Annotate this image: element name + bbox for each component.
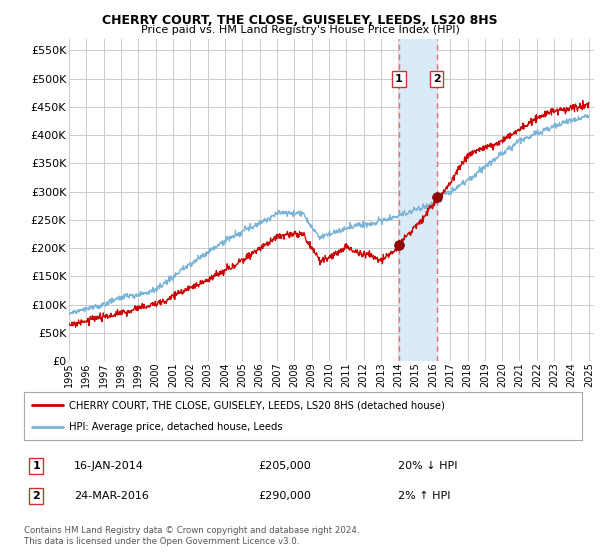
Text: 1: 1 — [395, 74, 403, 84]
Text: 2: 2 — [433, 74, 441, 84]
Bar — [399, 39, 437, 361]
Text: 1: 1 — [32, 461, 40, 471]
Text: CHERRY COURT, THE CLOSE, GUISELEY, LEEDS, LS20 8HS (detached house): CHERRY COURT, THE CLOSE, GUISELEY, LEEDS… — [68, 400, 445, 410]
Text: Contains HM Land Registry data © Crown copyright and database right 2024.
This d: Contains HM Land Registry data © Crown c… — [24, 526, 359, 546]
Text: 20% ↓ HPI: 20% ↓ HPI — [398, 461, 457, 471]
Text: Price paid vs. HM Land Registry's House Price Index (HPI): Price paid vs. HM Land Registry's House … — [140, 25, 460, 35]
Text: £205,000: £205,000 — [259, 461, 311, 471]
Text: 2: 2 — [32, 491, 40, 501]
Text: HPI: Average price, detached house, Leeds: HPI: Average price, detached house, Leed… — [68, 422, 282, 432]
Text: 16-JAN-2014: 16-JAN-2014 — [74, 461, 144, 471]
Text: 24-MAR-2016: 24-MAR-2016 — [74, 491, 149, 501]
Text: CHERRY COURT, THE CLOSE, GUISELEY, LEEDS, LS20 8HS: CHERRY COURT, THE CLOSE, GUISELEY, LEEDS… — [102, 14, 498, 27]
Text: 2% ↑ HPI: 2% ↑ HPI — [398, 491, 451, 501]
Text: £290,000: £290,000 — [259, 491, 311, 501]
